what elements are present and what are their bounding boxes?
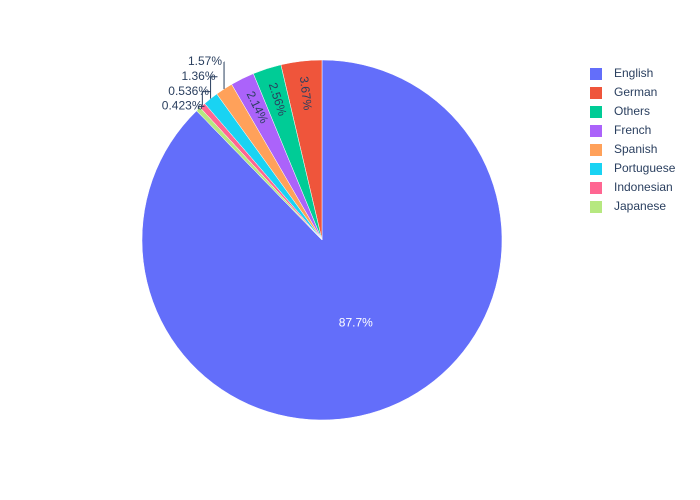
legend-swatch — [590, 201, 602, 213]
slice-label: 0.423% — [162, 99, 203, 113]
slice-label: 87.7% — [339, 316, 373, 330]
legend-label: Spanish — [614, 142, 657, 156]
legend-swatch — [590, 125, 602, 137]
slice-label: 1.36% — [181, 69, 215, 83]
slice-label: 1.57% — [188, 54, 222, 68]
pie-slice — [196, 107, 323, 241]
legend-swatch — [590, 182, 602, 194]
legend-swatch — [590, 144, 602, 156]
slice-label: 3.67% — [297, 76, 315, 112]
legend-label: Indonesian — [614, 180, 673, 194]
legend-swatch — [590, 106, 602, 118]
legend-label: German — [614, 85, 657, 99]
legend-label: Portuguese — [614, 161, 676, 175]
legend-label: Japanese — [614, 199, 666, 213]
leader-line — [201, 91, 211, 106]
legend-label: Others — [614, 104, 650, 118]
slice-label: 0.536% — [168, 84, 209, 98]
leader-line — [197, 105, 205, 110]
legend-swatch — [590, 68, 602, 80]
legend-swatch — [590, 87, 602, 99]
legend-label: French — [614, 123, 651, 137]
legend-label: English — [614, 66, 653, 80]
legend-swatch — [590, 163, 602, 175]
